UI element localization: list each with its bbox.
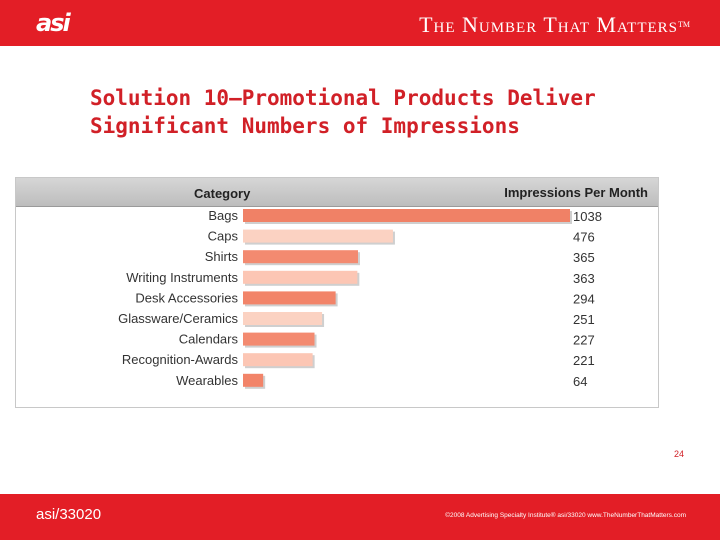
bar-wearables <box>243 373 264 387</box>
bar-caps <box>243 229 393 243</box>
bar-glassware-ceramics <box>243 312 323 325</box>
value-label-caps: 476 <box>573 230 595 245</box>
title-line-1: Solution 10—Promotional Products Deliver <box>90 86 596 110</box>
value-label-recognition-awards: 221 <box>573 353 595 368</box>
bar-chart-svg: Bags 1038 Caps 476 Shirts 365 Writing Instrume… <box>118 208 602 389</box>
category-label-glassware-ceramics: Glassware/Ceramics <box>118 311 238 326</box>
category-label-recognition-awards: Recognition-Awards <box>122 352 239 367</box>
bar-desk-accessories <box>243 291 336 305</box>
category-label-desk-accessories: Desk Accessories <box>135 290 238 305</box>
category-column-header: Category <box>194 186 251 201</box>
value-label-wearables: 64 <box>573 374 587 389</box>
bar-calendars <box>243 332 315 346</box>
value-label-glassware-ceramics: 251 <box>573 312 595 327</box>
impressions-column-header: Impressions Per Month <box>504 185 648 200</box>
category-label-caps: Caps <box>208 229 239 244</box>
bar-bags <box>243 209 570 222</box>
value-label-bags: 1038 <box>573 209 602 224</box>
category-label-writing-instruments: Writing Instruments <box>126 270 238 285</box>
footer-bar: asi/33020 ©2008 Advertising Specialty In… <box>0 494 720 540</box>
category-label-wearables: Wearables <box>176 373 238 388</box>
bar-recognition-awards <box>243 353 313 367</box>
value-label-shirts: 365 <box>573 250 595 265</box>
trademark-mark: TM <box>678 20 690 29</box>
category-label-shirts: Shirts <box>205 249 239 264</box>
value-label-writing-instruments: 363 <box>573 271 595 286</box>
chart-header-row: Category Impressions Per Month <box>16 178 658 207</box>
footer-copyright: ©2008 Advertising Specialty Institute® a… <box>445 512 686 519</box>
title-line-2: Significant Numbers of Impressions <box>90 114 520 138</box>
slide-title: Solution 10—Promotional Products Deliver… <box>90 84 690 140</box>
value-label-desk-accessories: 294 <box>573 291 595 306</box>
category-label-calendars: Calendars <box>179 332 239 347</box>
header-bar: asi The Number That MattersTM <box>0 0 720 46</box>
tagline-text: The Number That Matters <box>419 12 678 37</box>
category-label-bags: Bags <box>208 208 238 223</box>
page-number: 24 <box>673 449 684 459</box>
value-label-calendars: 227 <box>573 333 595 348</box>
footer-code: asi/33020 <box>36 506 102 523</box>
impressions-chart: Category Impressions Per Month Bags 1038 C… <box>15 177 659 408</box>
bar-writing-instruments <box>243 270 358 284</box>
tagline: The Number That MattersTM <box>419 13 690 37</box>
asi-logo: asi <box>36 9 71 37</box>
bar-shirts <box>243 250 358 264</box>
